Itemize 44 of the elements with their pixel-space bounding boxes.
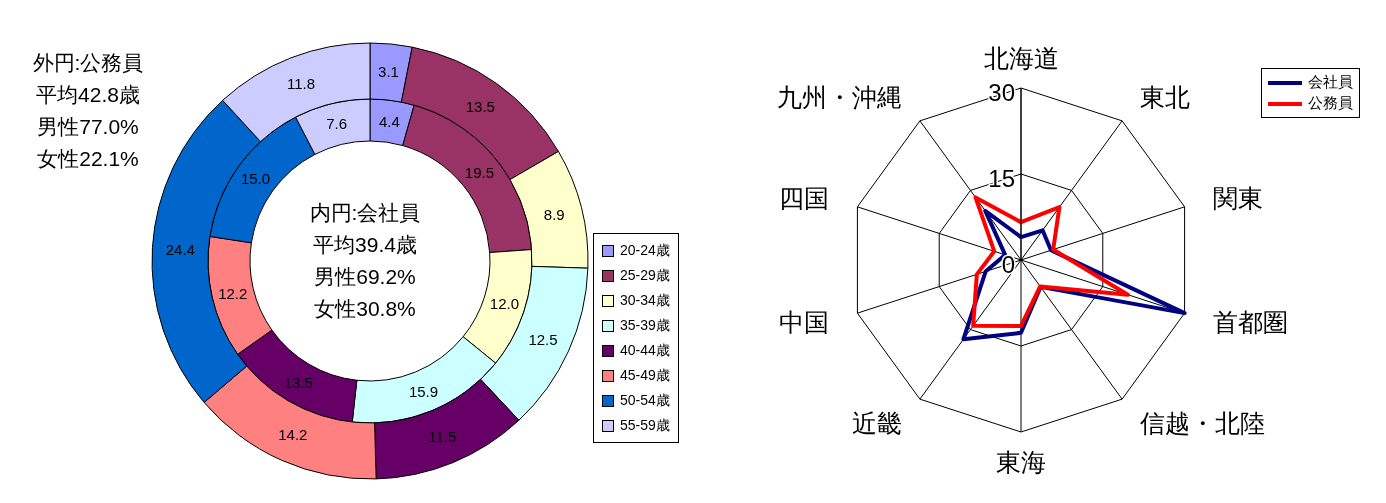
legend-label: 30-34歳 bbox=[620, 291, 670, 310]
data-label: 14.2 bbox=[278, 426, 308, 444]
legend-label: 公務員 bbox=[1308, 94, 1353, 113]
legend-label: 55-59歳 bbox=[620, 416, 670, 435]
spoke-label: 中国 bbox=[778, 308, 829, 337]
spoke-label: 九州・沖縄 bbox=[777, 82, 903, 111]
data-label: 11.5 bbox=[428, 428, 457, 446]
spoke-label: 関東 bbox=[1213, 183, 1264, 212]
text: 平均39.4歳 bbox=[312, 232, 418, 258]
legend-label: 40-44歳 bbox=[620, 341, 670, 360]
spoke-label: 四国 bbox=[778, 183, 829, 212]
spoke-label: 北海道 bbox=[983, 44, 1059, 72]
spoke-label: 信越・北陸 bbox=[1139, 409, 1265, 438]
data-label: 15.0 bbox=[240, 170, 271, 188]
spoke-label: 東海 bbox=[996, 448, 1046, 476]
data-label: 12.2 bbox=[218, 284, 248, 302]
text: 内円:会社員 bbox=[308, 200, 422, 226]
text: 平均42.8歳 bbox=[35, 82, 141, 108]
data-label: 3.1 bbox=[378, 63, 399, 81]
legend-label: 45-49歳 bbox=[620, 366, 670, 385]
text: 男性77.0% bbox=[36, 114, 140, 140]
text: 女性22.1% bbox=[36, 146, 140, 172]
text: 外円:公務員 bbox=[31, 50, 145, 76]
data-label: 19.5 bbox=[464, 163, 495, 181]
data-label: 11.8 bbox=[287, 75, 316, 93]
legend-label: 会社員 bbox=[1308, 73, 1353, 92]
text: 男性69.2% bbox=[313, 264, 417, 290]
text: 女性30.8% bbox=[313, 296, 417, 322]
data-label: 12.5 bbox=[528, 331, 558, 349]
data-label: 24.4 bbox=[165, 240, 195, 258]
legend-label: 20-24歳 bbox=[620, 241, 670, 260]
data-label: 4.4 bbox=[378, 112, 400, 130]
spoke-label: 近畿 bbox=[852, 409, 903, 438]
legend-label: 35-39歳 bbox=[620, 316, 670, 335]
spoke-label: 首都圏 bbox=[1213, 308, 1289, 337]
data-label: 15.9 bbox=[408, 382, 439, 400]
legend-label: 50-54歳 bbox=[620, 391, 670, 410]
legend-label: 25-29歳 bbox=[620, 266, 670, 285]
data-label: 13.5 bbox=[465, 97, 495, 115]
data-label: 12.0 bbox=[489, 294, 520, 312]
spoke-label: 東北 bbox=[1139, 82, 1190, 111]
data-label: 8.9 bbox=[543, 206, 565, 224]
data-label: 7.6 bbox=[326, 115, 348, 133]
data-label: 13.5 bbox=[283, 373, 313, 391]
